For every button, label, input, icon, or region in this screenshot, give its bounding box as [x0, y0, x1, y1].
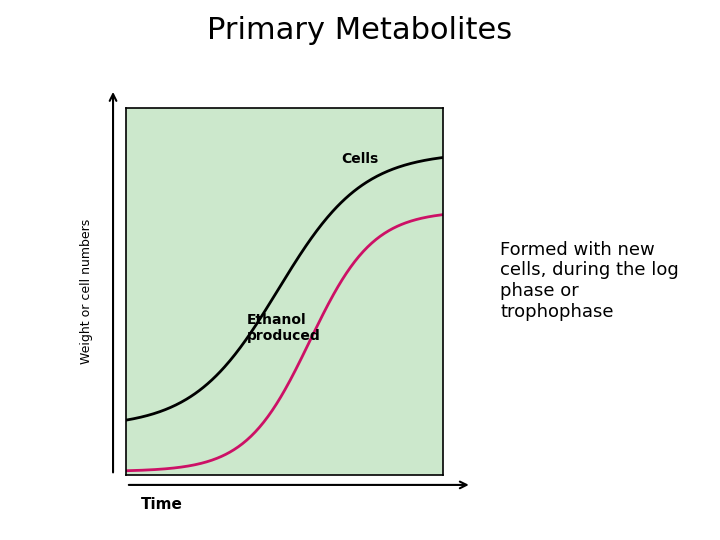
- Text: Formed with new
cells, during the log
phase or
trophophase: Formed with new cells, during the log ph…: [500, 241, 679, 321]
- Text: Primary Metabolites: Primary Metabolites: [207, 16, 513, 45]
- Text: Cells: Cells: [341, 152, 379, 166]
- Text: Ethanol
produced: Ethanol produced: [246, 313, 320, 343]
- Text: Weight or cell numbers: Weight or cell numbers: [80, 219, 93, 364]
- Text: Time: Time: [140, 497, 182, 512]
